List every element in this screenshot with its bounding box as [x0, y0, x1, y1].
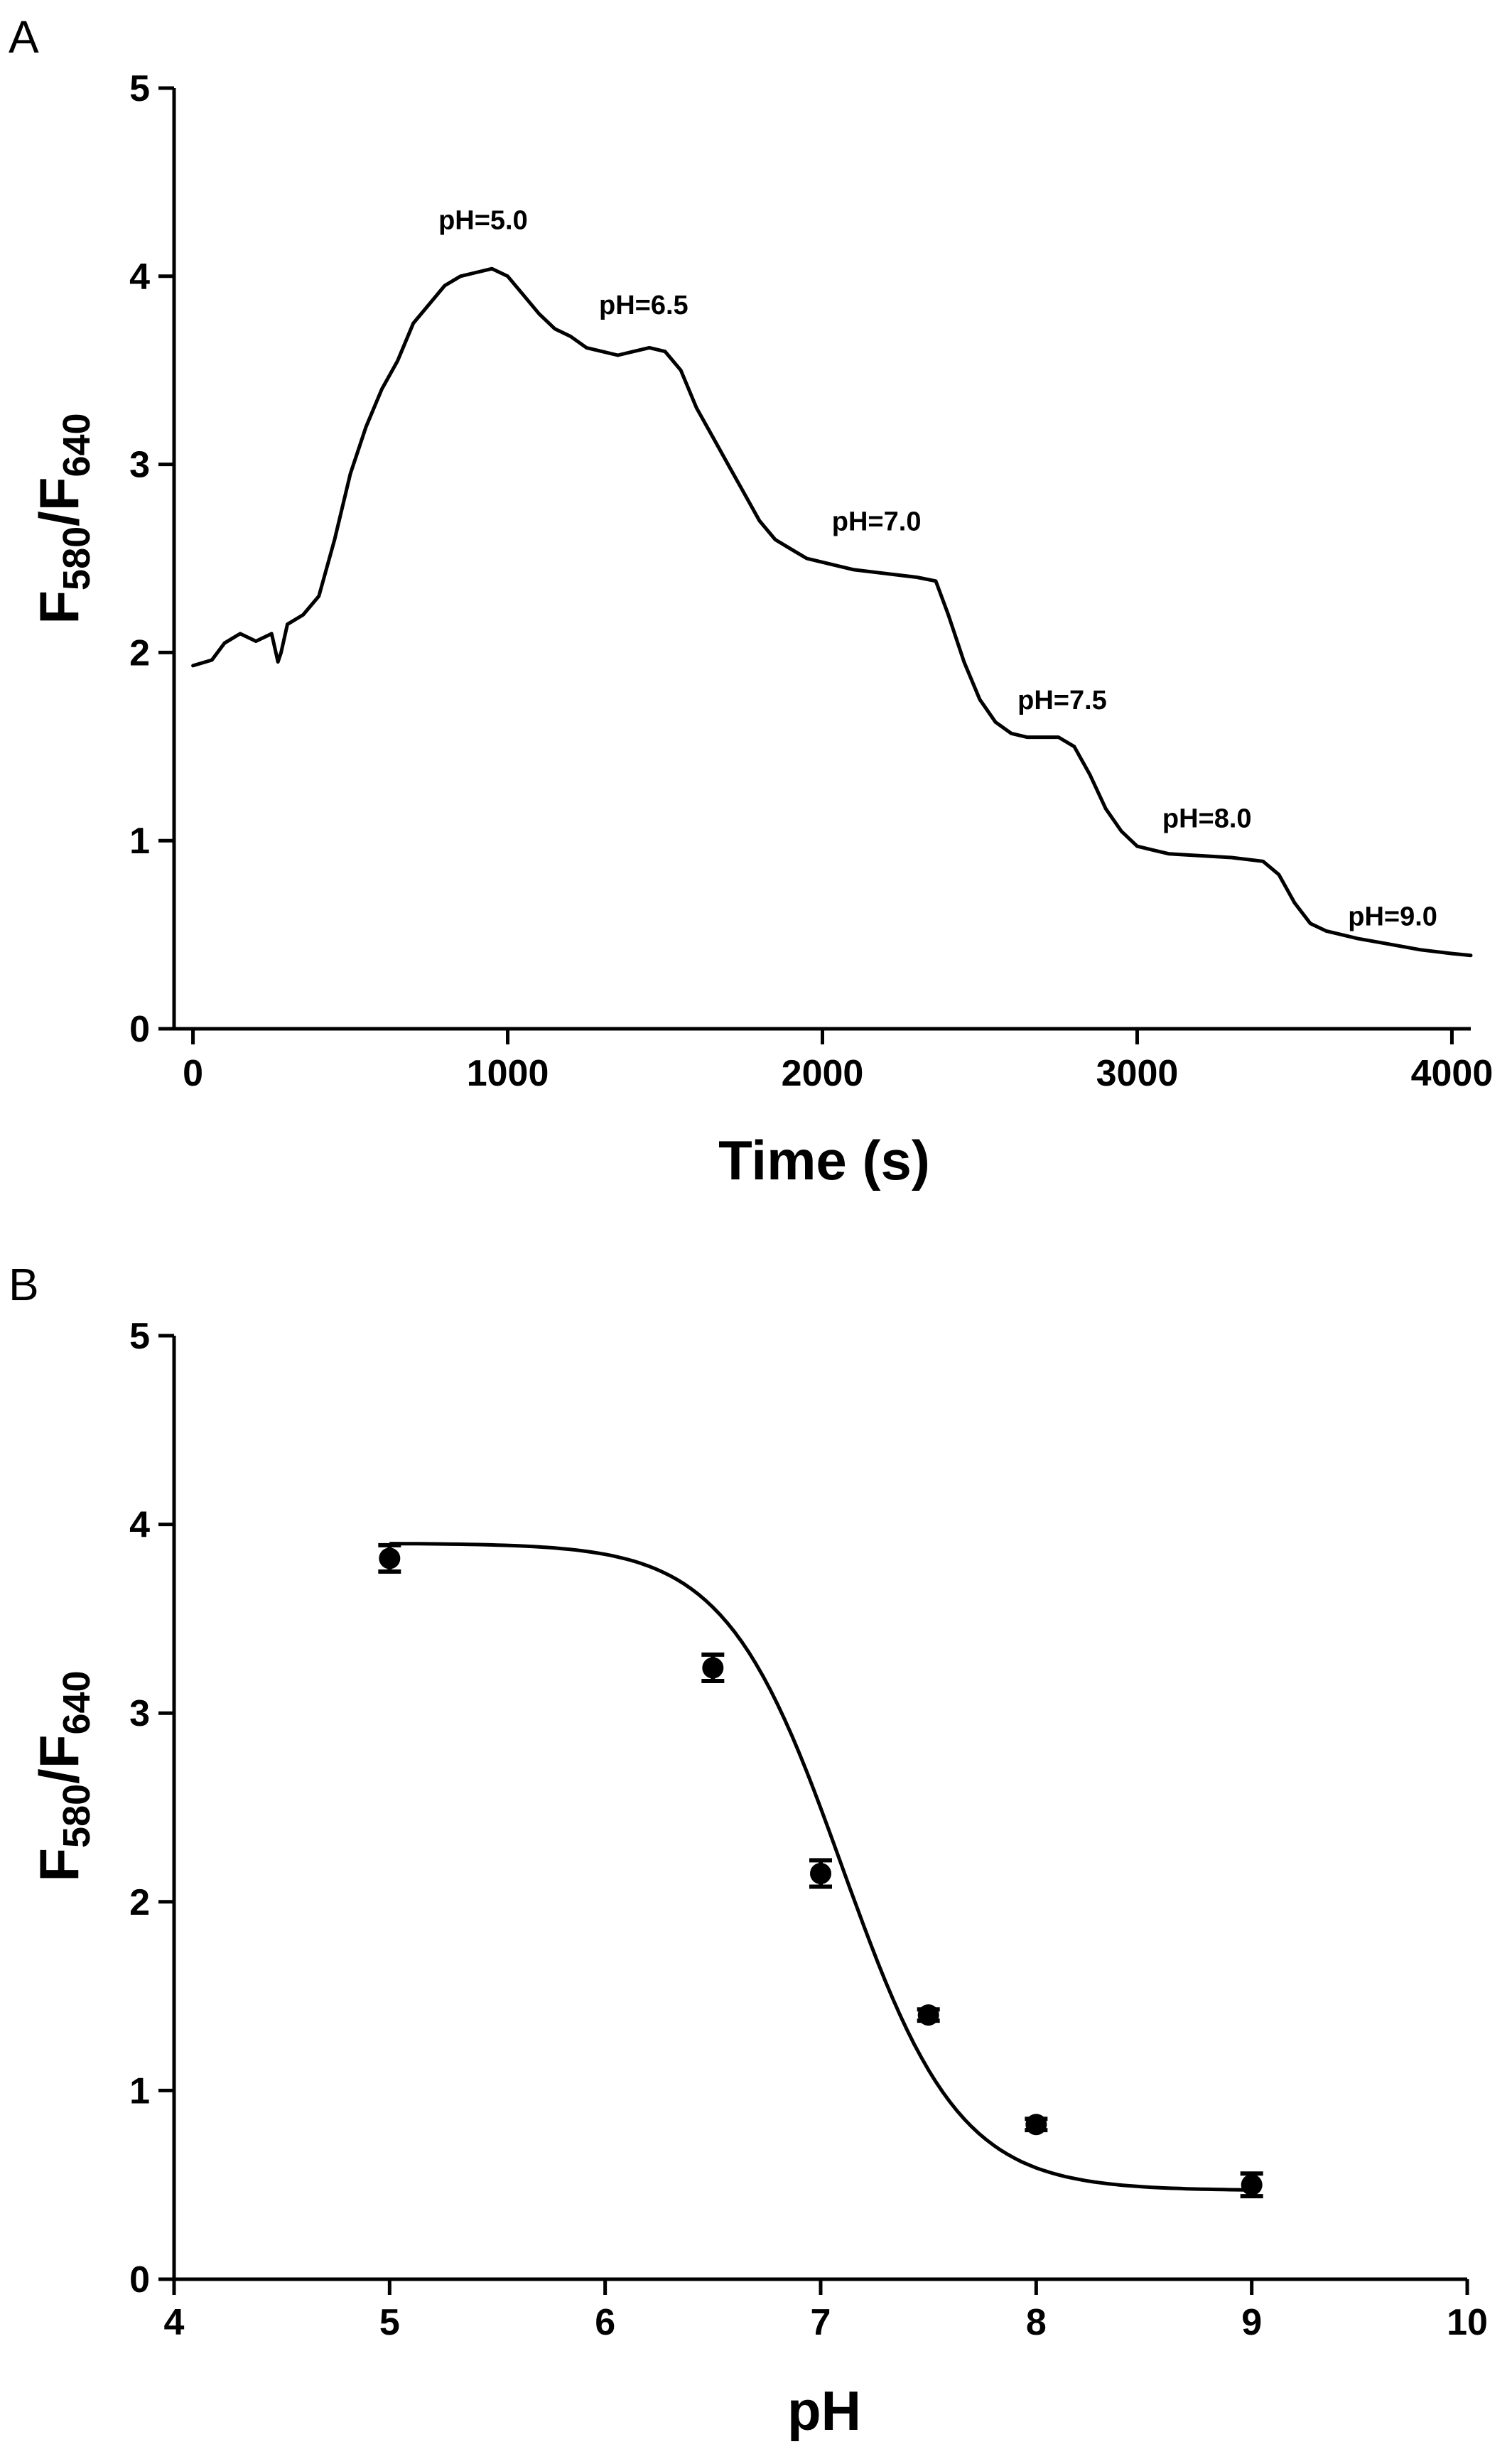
panel-a-y-ticks: 0 1 2 3 4 5 — [129, 68, 174, 1050]
panel-a-annotation-1: pH=6.5 — [599, 291, 688, 320]
panel-a-annotations: pH=5.0 pH=6.5 pH=7.0 pH=7.5 pH=8.0 pH=9.0 — [438, 206, 1437, 932]
panel-a-x-axis-title: Time (s) — [718, 1129, 930, 1191]
panel-b-point-2 — [810, 1862, 831, 1884]
panel-b-fit-curve — [389, 1542, 1252, 2192]
panel-a-annotation-4: pH=8.0 — [1162, 804, 1252, 834]
panel-b-x-tick-label-0: 4 — [164, 2302, 185, 2343]
panel-b-y-tick-label-3: 3 — [129, 1693, 150, 1734]
panel-a-y-tick-label-4: 4 — [129, 256, 150, 298]
panel-b-y-tick-label-0: 0 — [129, 2259, 150, 2301]
panel-b-point-3 — [917, 2004, 939, 2026]
panel-a-y-tick-label-0: 0 — [129, 1009, 150, 1050]
panel-b-point-5 — [1241, 2174, 1263, 2196]
panel-a-x-tick-label-2: 2000 — [782, 1053, 864, 1094]
panel-b-x-tick-label-2: 6 — [595, 2302, 615, 2343]
panel-b-y-axis-title: F580/F640 — [28, 1670, 98, 1881]
panel-b-x-tick-label-6: 10 — [1447, 2302, 1488, 2343]
panel-a-x-tick-label-0: 0 — [183, 1053, 203, 1094]
panel-b-point-0 — [379, 1547, 401, 1569]
panel-b-x-tick-label-3: 7 — [811, 2302, 831, 2343]
panel-b-y-tick-label-5: 5 — [129, 1316, 150, 1357]
panel-a-annotation-2: pH=7.0 — [832, 507, 922, 536]
panel-a-ratio-trace — [191, 266, 1473, 958]
panel-b-point-4 — [1025, 2114, 1047, 2136]
panel-b-point-1 — [702, 1657, 724, 1679]
panel-a-x-tick-label-3: 3000 — [1096, 1053, 1179, 1094]
panel-b-data-points — [378, 1542, 1263, 2199]
panel-a-annotation-3: pH=7.5 — [1017, 686, 1107, 715]
panel-a-annotation-5: pH=9.0 — [1348, 902, 1437, 931]
panel-a-x-ticks: 0 1000 2000 3000 4000 — [183, 1029, 1493, 1094]
panel-a-y-tick-label-1: 1 — [129, 821, 150, 862]
panel-a-y-axis-title: F580/F640 — [28, 413, 98, 624]
panel-a-y-tick-label-3: 3 — [129, 445, 150, 486]
panel-a-x-tick-label-4: 4000 — [1411, 1053, 1494, 1094]
panel-a-y-tick-label-5: 5 — [129, 68, 150, 109]
panel-b-letter: B — [9, 1259, 39, 1310]
panel-b-x-axis-title: pH — [787, 2379, 861, 2442]
panel-b: B 0 1 2 3 4 5 4 5 6 7 8 9 10 pH F580/F640 — [9, 1259, 1488, 2442]
panel-a-y-tick-label-2: 2 — [129, 632, 150, 674]
panel-b-x-tick-label-5: 9 — [1241, 2302, 1262, 2343]
panel-a-x-tick-label-1: 1000 — [467, 1053, 549, 1094]
panel-a-annotation-0: pH=5.0 — [438, 206, 528, 236]
panel-b-y-tick-label-2: 2 — [129, 1882, 150, 1923]
panel-b-x-tick-label-4: 8 — [1026, 2302, 1047, 2343]
panel-b-x-ticks: 4 5 6 7 8 9 10 — [164, 2279, 1488, 2343]
panel-b-y-ticks: 0 1 2 3 4 5 — [129, 1316, 174, 2301]
panel-b-y-tick-label-1: 1 — [129, 2070, 150, 2112]
panel-b-y-tick-label-4: 4 — [129, 1505, 150, 1546]
panel-a-letter: A — [9, 11, 39, 63]
panel-b-x-tick-label-1: 5 — [379, 2302, 400, 2343]
